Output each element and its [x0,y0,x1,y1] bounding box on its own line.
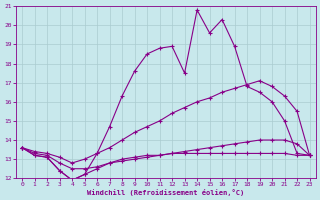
X-axis label: Windchill (Refroidissement éolien,°C): Windchill (Refroidissement éolien,°C) [87,189,244,196]
